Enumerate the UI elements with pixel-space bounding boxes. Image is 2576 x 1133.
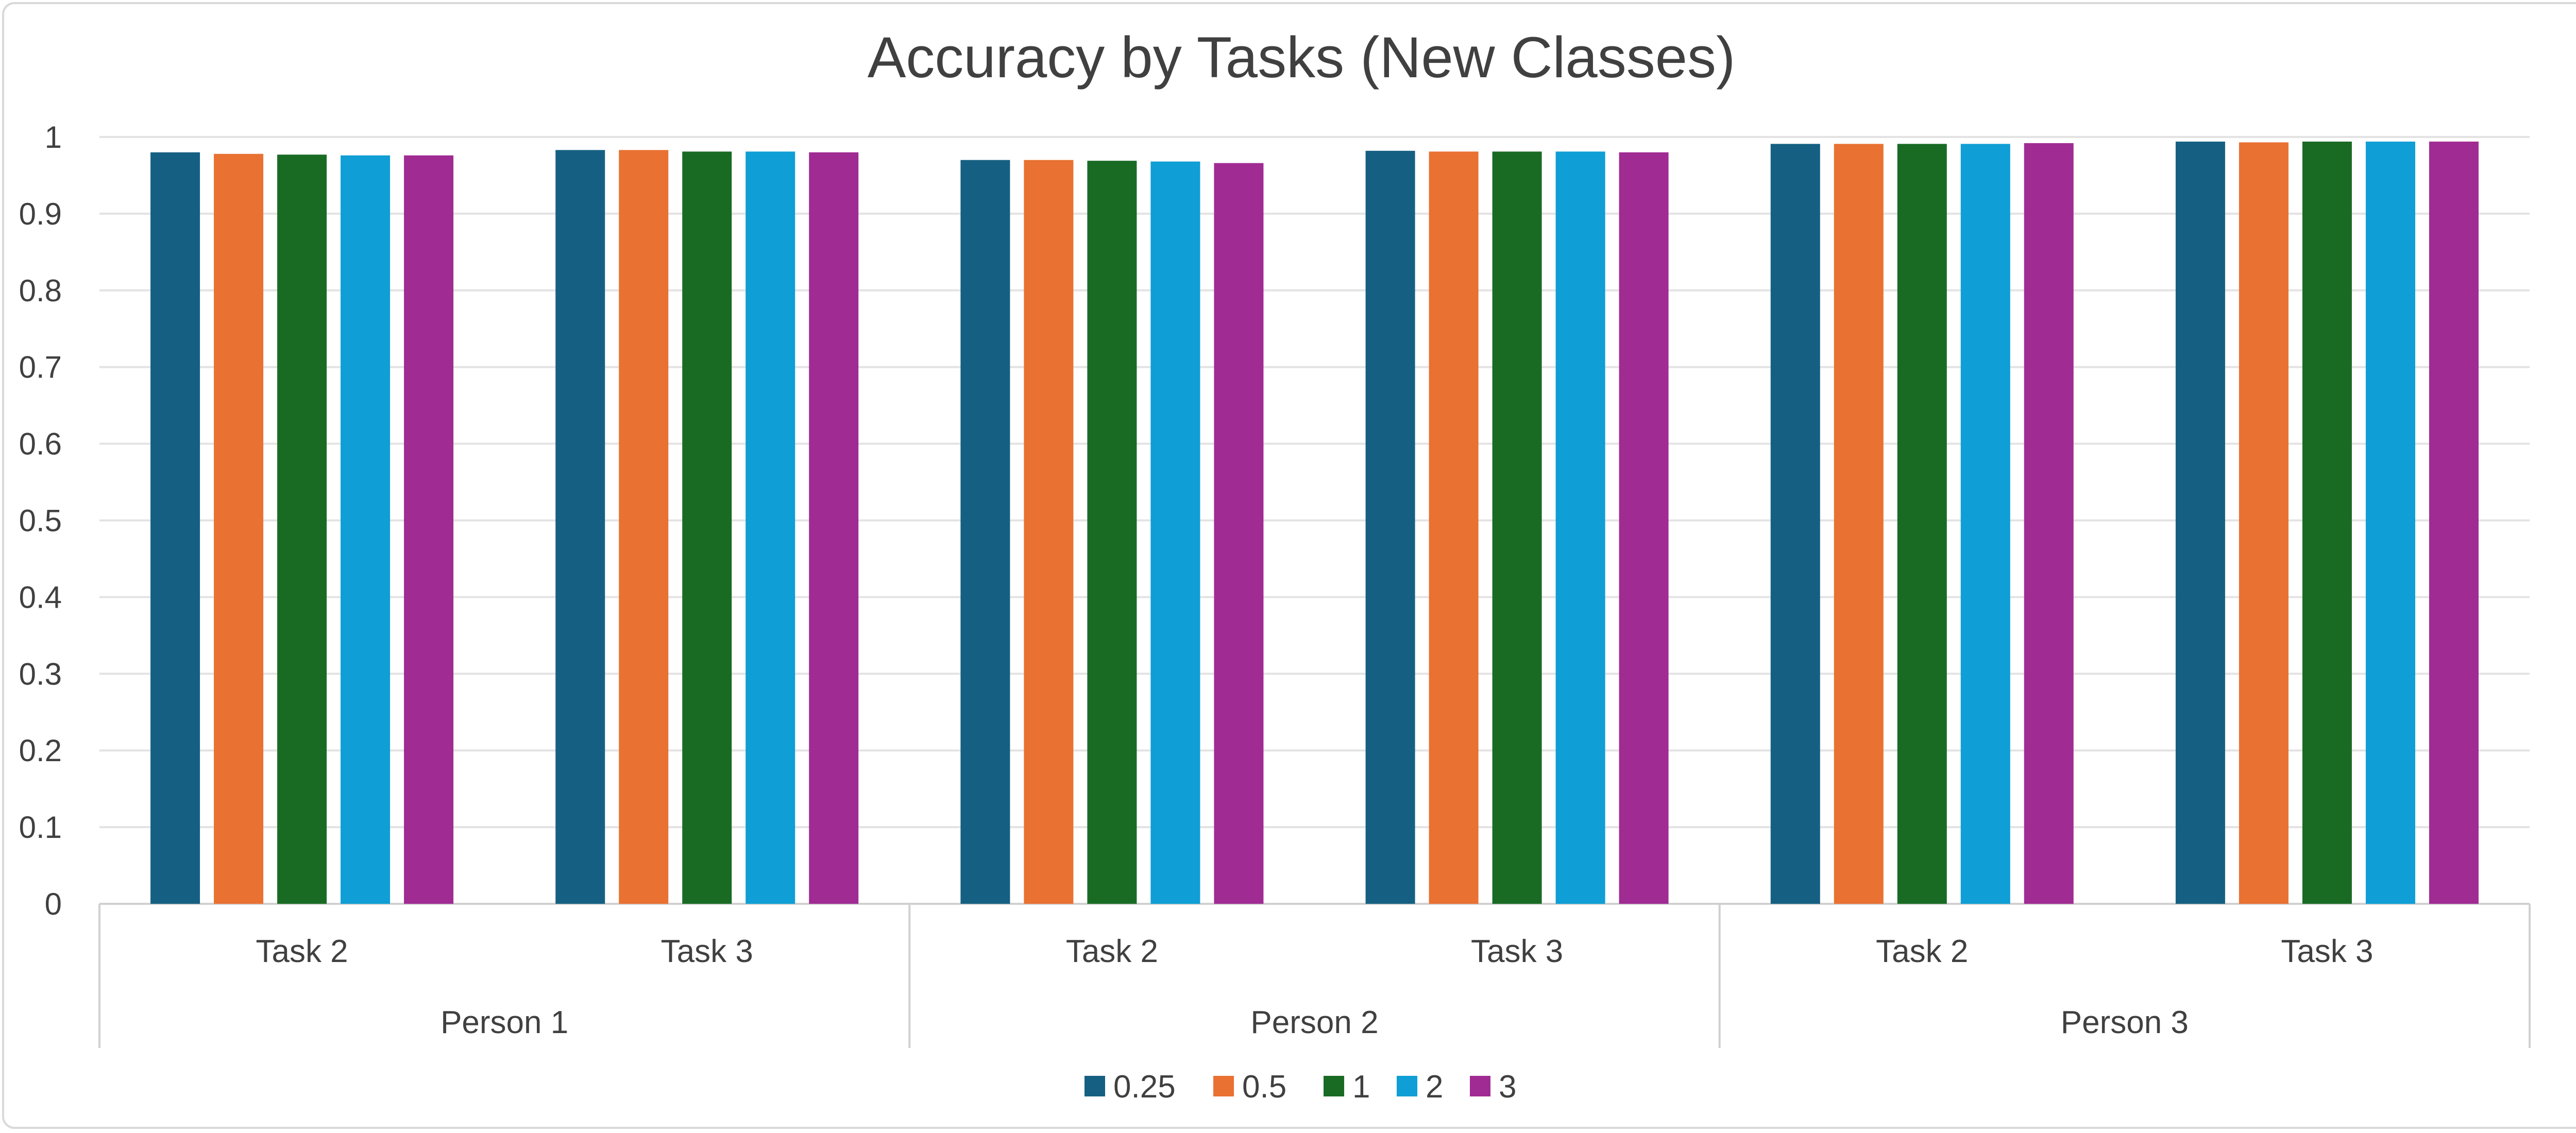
bar — [2302, 141, 2352, 904]
bar — [2365, 141, 2415, 904]
y-tick-label: 0.1 — [19, 810, 62, 845]
bar — [2024, 143, 2074, 904]
bars — [150, 141, 2479, 904]
bar — [745, 151, 795, 904]
bar — [1087, 161, 1137, 904]
legend-swatch — [1324, 1076, 1344, 1096]
bar — [277, 154, 327, 904]
chart-title: Accuracy by Tasks (New Classes) — [868, 25, 1736, 90]
bar — [960, 160, 1010, 904]
x-group-label: Person 1 — [440, 1005, 568, 1040]
gridlines — [99, 136, 2530, 905]
x-category-label: Task 2 — [1066, 934, 1158, 969]
bar — [1024, 160, 1074, 904]
y-axis-tick-labels: 0 0.1 0.2 0.3 0.4 0.5 0.6 0.7 0.8 0.9 1 — [19, 120, 62, 921]
y-tick-label: 0.8 — [19, 273, 62, 308]
legend: 0.25 0.5 1 2 3 — [1084, 1069, 1516, 1105]
bar — [1770, 144, 1820, 904]
bar — [2429, 141, 2479, 904]
bar — [1960, 144, 2010, 904]
legend-label: 2 — [1426, 1069, 1443, 1105]
x-category-label: Task 3 — [661, 934, 753, 969]
y-tick-label: 1 — [45, 120, 62, 154]
legend-swatch — [1213, 1076, 1234, 1096]
bar — [2175, 141, 2225, 904]
x-axis: Task 2 Task 3 Task 2 Task 3 Task 2 Task 3 Pers… — [98, 904, 2531, 1048]
y-tick-label: 0.2 — [19, 733, 62, 768]
bar — [1150, 161, 1200, 904]
x-category-label: Task 3 — [1471, 934, 1563, 969]
bar — [1555, 151, 1605, 904]
bar — [1214, 163, 1264, 904]
bar — [1429, 151, 1479, 904]
legend-label: 0.5 — [1242, 1069, 1286, 1105]
bar — [2239, 142, 2289, 904]
bar — [150, 152, 200, 904]
bar — [809, 152, 859, 904]
x-category-label: Task 3 — [2281, 934, 2373, 969]
y-tick-label: 0 — [45, 887, 62, 921]
legend-label: 0.25 — [1113, 1069, 1176, 1105]
legend-swatch — [1470, 1076, 1490, 1096]
y-tick-label: 0.5 — [19, 504, 62, 538]
y-tick-label: 0.6 — [19, 427, 62, 461]
bar — [341, 155, 391, 904]
bar — [619, 150, 669, 904]
y-tick-label: 0.9 — [19, 197, 62, 231]
legend-label: 3 — [1499, 1069, 1516, 1105]
x-category-label: Task 2 — [1876, 934, 1968, 969]
bar — [1619, 152, 1669, 904]
x-category-label: Task 2 — [256, 934, 348, 969]
bar — [682, 151, 732, 904]
bar — [1897, 144, 1947, 904]
y-tick-label: 0.7 — [19, 350, 62, 385]
y-tick-label: 0.3 — [19, 657, 62, 691]
bar — [1492, 151, 1542, 904]
bar — [1365, 150, 1415, 904]
legend-swatch — [1084, 1076, 1105, 1096]
bar — [555, 150, 605, 904]
x-group-label: Person 2 — [1250, 1005, 1378, 1040]
y-tick-label: 0.4 — [19, 580, 62, 614]
legend-label: 1 — [1352, 1069, 1370, 1105]
x-group-label: Person 3 — [2061, 1005, 2189, 1040]
legend-swatch — [1397, 1076, 1417, 1096]
bar — [214, 153, 264, 904]
bar — [1834, 144, 1884, 904]
bar — [404, 155, 454, 904]
